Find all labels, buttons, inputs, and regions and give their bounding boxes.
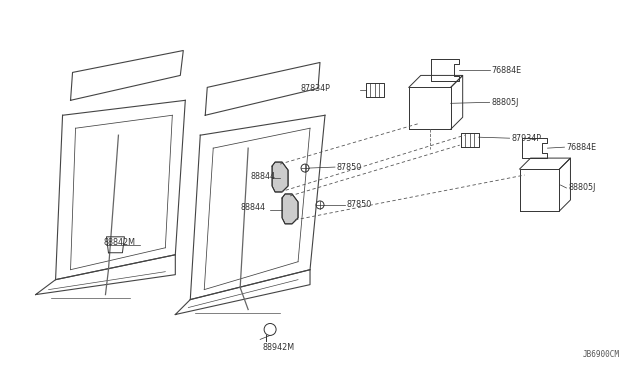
Text: 87834P: 87834P <box>300 84 330 93</box>
Text: 88844: 88844 <box>250 171 275 180</box>
Text: 87850: 87850 <box>337 163 362 171</box>
Text: 88942M: 88942M <box>262 343 294 352</box>
Text: 88805J: 88805J <box>568 183 596 192</box>
Polygon shape <box>282 194 298 224</box>
Text: JB6900CM: JB6900CM <box>582 350 620 359</box>
Text: 88844: 88844 <box>240 203 265 212</box>
Text: 87850: 87850 <box>347 201 372 209</box>
Polygon shape <box>272 162 288 192</box>
Text: 76884E: 76884E <box>492 66 522 75</box>
Text: 87934P: 87934P <box>511 134 541 143</box>
Text: 76884E: 76884E <box>566 142 596 152</box>
Text: 88805J: 88805J <box>492 98 519 107</box>
Text: 88842M: 88842M <box>104 238 136 247</box>
